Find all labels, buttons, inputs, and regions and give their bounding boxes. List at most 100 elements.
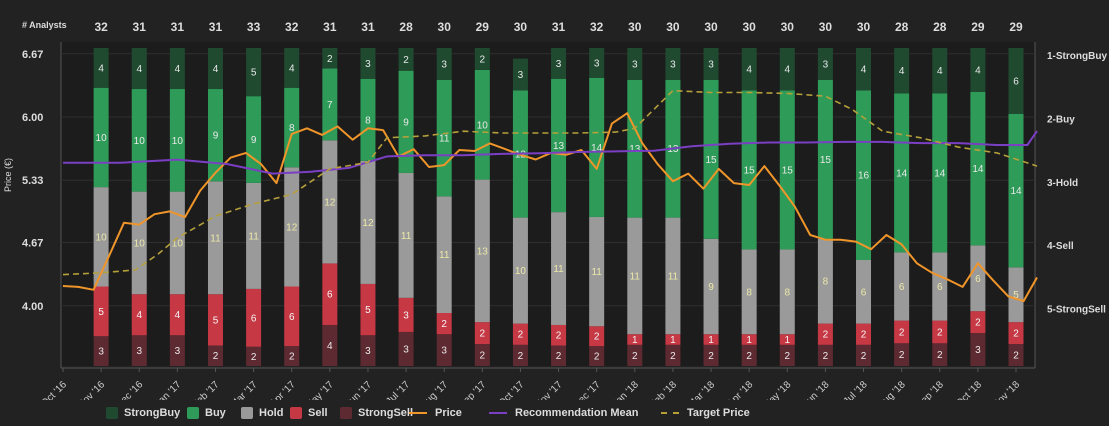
bar-label-strongbuy: 2 (480, 54, 486, 65)
bar-buy (741, 90, 757, 250)
legend-label: Sell (308, 407, 328, 419)
bar-label-sell: 5 (98, 307, 104, 318)
bar-buy (703, 79, 719, 239)
bar-strongbuy (703, 48, 719, 80)
y-tick-label: 5.33 (22, 175, 43, 187)
legend-item-strongsell[interactable]: StrongSell (340, 403, 413, 423)
bar-label-strongsell: 2 (289, 352, 295, 363)
bar-label-sell: 2 (861, 330, 867, 341)
bar-strongbuy (131, 48, 147, 90)
legend-item-buy[interactable]: Buy (187, 403, 226, 423)
legend-item-price[interactable]: Price (409, 403, 462, 423)
bar-strongsell (284, 346, 300, 366)
bar-strongsell (131, 335, 147, 366)
bar-hold (436, 196, 452, 313)
analyst-count: 30 (857, 20, 871, 34)
y-tick-label: 4.00 (22, 301, 43, 313)
bar-sell (436, 313, 452, 335)
bar-sell (93, 286, 109, 337)
bar-hold (169, 191, 185, 295)
bar-label-hold: 12 (324, 197, 336, 208)
legend-item-recommendation-mean[interactable]: Recommendation Mean (489, 403, 638, 423)
analyst-count: 30 (514, 20, 528, 34)
bar-sell (817, 323, 833, 345)
analyst-count: 30 (438, 20, 452, 34)
bar-sell (551, 324, 567, 346)
bar-buy (360, 78, 376, 161)
line-target-price (62, 89, 1038, 276)
legend-label: StrongBuy (124, 407, 181, 419)
bar-strongbuy (1008, 48, 1024, 114)
bar-buy (970, 91, 986, 246)
bar-strongsell (665, 344, 681, 366)
bar-strongsell (474, 344, 490, 366)
bar-label-buy: 9 (403, 117, 409, 128)
bar-hold (894, 252, 910, 321)
bar-label-hold: 9 (708, 282, 714, 293)
bar-strongsell (93, 336, 109, 366)
legend-item-hold[interactable]: Hold (241, 403, 283, 423)
bar-label-strongbuy: 4 (746, 65, 752, 76)
bar-sell (894, 320, 910, 344)
legend-item-sell[interactable]: Sell (290, 403, 328, 423)
bar-label-strongsell: 2 (708, 351, 714, 362)
legend-item-strongbuy[interactable]: StrongBuy (106, 403, 180, 423)
bar-label-hold: 11 (248, 231, 259, 242)
bar-hold (207, 181, 223, 295)
bar-strongbuy (436, 48, 452, 80)
bar-label-hold: 6 (975, 274, 981, 285)
bar-label-strongbuy: 4 (861, 65, 867, 76)
bar-sell (665, 334, 681, 345)
bar-label-strongbuy: 5 (251, 68, 257, 79)
x-tick-label: May '18 (761, 379, 794, 400)
legend-item-target-price[interactable]: Target Price (661, 403, 750, 423)
bar-strongsell (360, 335, 376, 366)
bar-label-strongbuy: 4 (975, 65, 981, 76)
bar-label-hold: 11 (630, 271, 641, 282)
bar-label-strongsell: 2 (937, 350, 943, 361)
bar-label-sell: 4 (175, 310, 181, 321)
legend-swatch (661, 412, 679, 414)
bar-label-strongbuy: 4 (213, 64, 219, 75)
bar-label-strongbuy: 3 (518, 70, 524, 81)
x-tick-label: Sep '18 (914, 379, 946, 400)
bar-label-sell: 2 (975, 318, 981, 329)
bar-strongsell (322, 324, 338, 366)
bar-hold (779, 249, 795, 335)
bar-label-buy: 8 (289, 123, 295, 134)
bar-strongbuy (970, 48, 986, 92)
bar-sell (169, 294, 185, 336)
right-axis-label: 3-Hold (1047, 178, 1078, 189)
gridlines (60, 42, 1036, 369)
bar-label-strongsell: 2 (1013, 351, 1019, 362)
bar-label-strongsell: 3 (175, 346, 181, 357)
bar-sell (246, 288, 262, 347)
legend-label: Recommendation Mean (515, 407, 639, 419)
x-tick-label: Sep '17 (457, 379, 489, 400)
bar-label-strongbuy: 3 (556, 59, 562, 70)
bar-strongbuy (512, 58, 528, 91)
x-tick-label: May '17 (304, 379, 337, 400)
bar-sell (1008, 322, 1024, 345)
bar-hold (284, 167, 300, 287)
x-tick-label: Nov '16 (76, 379, 108, 400)
bar-hold (93, 187, 109, 287)
y-tick-label: 6.00 (22, 112, 43, 124)
bar-hold (932, 252, 948, 321)
bar-buy (1008, 113, 1024, 268)
bar-label-strongsell: 3 (98, 347, 104, 358)
bar-hold (589, 216, 605, 327)
x-tick-label: Jul '17 (384, 379, 412, 400)
bar-label-strongbuy: 2 (327, 54, 333, 65)
bar-buy (627, 79, 643, 218)
bar-sell (589, 326, 605, 347)
right-axis-label: 2-Buy (1047, 114, 1075, 125)
bar-label-sell: 6 (327, 290, 333, 301)
bar-label-hold: 11 (553, 264, 564, 275)
bar-label-sell: 1 (784, 335, 790, 346)
analyst-count: 31 (133, 20, 147, 34)
bar-sell (131, 294, 147, 336)
bar-label-sell: 1 (632, 335, 638, 346)
bar-strongsell (627, 344, 643, 366)
bar-label-hold: 10 (96, 232, 108, 243)
